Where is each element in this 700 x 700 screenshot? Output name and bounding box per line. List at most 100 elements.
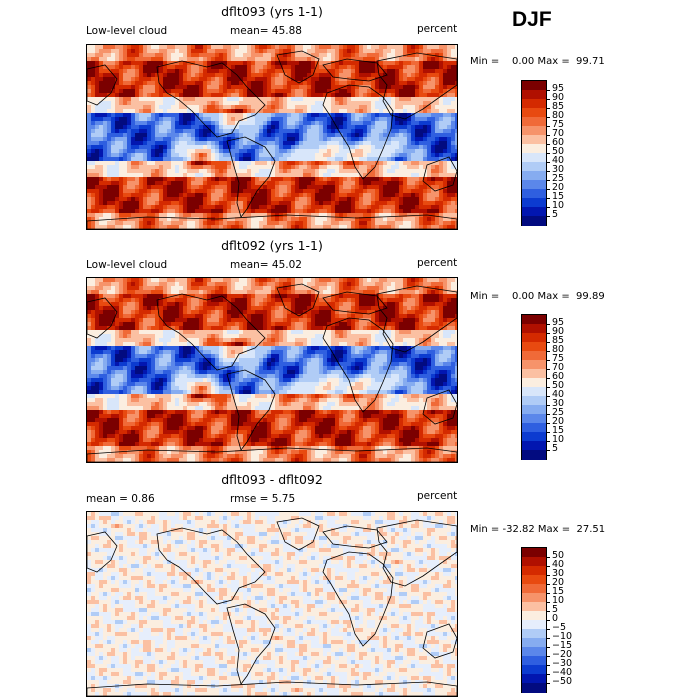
coastline bbox=[322, 58, 388, 82]
colorbar-tick bbox=[546, 180, 550, 181]
colorbar-swatch bbox=[522, 647, 546, 657]
coastline bbox=[422, 389, 457, 425]
colorbar-swatch bbox=[522, 198, 546, 208]
colorbar-swatch bbox=[522, 405, 546, 415]
colorbar-tick bbox=[546, 647, 550, 648]
colorbar-level-label: 40 bbox=[552, 389, 565, 400]
colorbar-swatch bbox=[522, 207, 546, 217]
colorbar-tick bbox=[546, 333, 550, 334]
colorbar-tick bbox=[546, 602, 550, 603]
coastline bbox=[322, 317, 394, 413]
colorbar-swatch bbox=[522, 162, 546, 172]
panel-3-map bbox=[86, 511, 458, 697]
coastline bbox=[376, 285, 457, 353]
colorbar-level-label: 30 bbox=[552, 568, 565, 579]
coastline bbox=[376, 519, 457, 587]
panel-1-units-label: percent bbox=[417, 23, 458, 35]
colorbar-tick bbox=[546, 198, 550, 199]
colorbar-tick bbox=[546, 144, 550, 145]
coastline bbox=[322, 291, 388, 315]
coastline bbox=[156, 293, 266, 371]
panel-2-minmax: Min = 0.00 Max = 99.89 bbox=[470, 291, 605, 302]
colorbar-level-label: 90 bbox=[552, 92, 565, 103]
colorbar-level-label: 40 bbox=[552, 559, 565, 570]
colorbar-tick bbox=[546, 171, 550, 172]
colorbar-tick bbox=[546, 432, 550, 433]
panel-3-mean-label: mean = 0.86 bbox=[86, 493, 155, 505]
colorbar-tick bbox=[546, 324, 550, 325]
coastline bbox=[276, 517, 320, 551]
coastline bbox=[322, 551, 394, 647]
colorbar-level-label: 0 bbox=[552, 613, 559, 624]
colorbar-swatch bbox=[522, 126, 546, 136]
coastline bbox=[226, 136, 276, 218]
colorbar-level-label: 85 bbox=[552, 101, 565, 112]
colorbar-level-label: 70 bbox=[552, 362, 565, 373]
colorbar-tick bbox=[546, 378, 550, 379]
colorbar-tick bbox=[546, 99, 550, 100]
colorbar-level-label: 50 bbox=[552, 550, 565, 561]
colorbar-swatch bbox=[522, 593, 546, 603]
panel-2-units-label: percent bbox=[417, 257, 458, 269]
colorbar-level-label: 30 bbox=[552, 398, 565, 409]
colorbar-level-label: 60 bbox=[552, 137, 565, 148]
panel-1-variable-label: Low-level cloud bbox=[86, 25, 168, 37]
colorbar-swatch bbox=[522, 441, 546, 451]
colorbar-tick bbox=[546, 351, 550, 352]
colorbar-swatch bbox=[522, 108, 546, 118]
colorbar-swatch bbox=[522, 99, 546, 109]
panel-2-map bbox=[86, 277, 458, 463]
colorbar-tick bbox=[546, 126, 550, 127]
colorbar-swatch bbox=[522, 656, 546, 666]
colorbar-swatch bbox=[522, 665, 546, 675]
colorbar-swatch bbox=[522, 135, 546, 145]
colorbar-tick bbox=[546, 396, 550, 397]
colorbar-level-label: 50 bbox=[552, 146, 565, 157]
colorbar-level-label: −40 bbox=[552, 667, 573, 678]
colorbar-level-label: 5 bbox=[552, 209, 559, 220]
colorbar-swatch bbox=[522, 566, 546, 576]
colorbar-tick bbox=[546, 108, 550, 109]
colorbar-swatch bbox=[522, 423, 546, 433]
colorbar-swatch bbox=[522, 81, 546, 91]
coastline bbox=[422, 623, 457, 659]
panel-1-colorbar bbox=[521, 80, 550, 226]
colorbar-swatch bbox=[522, 180, 546, 190]
colorbar-tick bbox=[546, 441, 550, 442]
colorbar-level-label: 20 bbox=[552, 182, 565, 193]
colorbar-swatch bbox=[522, 351, 546, 361]
colorbar-level-label: −30 bbox=[552, 658, 573, 669]
colorbar-tick bbox=[546, 135, 550, 136]
colorbar-tick bbox=[546, 674, 550, 675]
colorbar-level-label: 5 bbox=[552, 604, 559, 615]
panel-2-title: dflt092 (yrs 1-1) bbox=[221, 238, 323, 253]
colorbar-level-label: 80 bbox=[552, 110, 565, 121]
colorbar-tick bbox=[546, 117, 550, 118]
colorbar-level-label: 80 bbox=[552, 344, 565, 355]
colorbar-swatch bbox=[522, 324, 546, 334]
colorbar-swatch bbox=[522, 432, 546, 442]
colorbar-tick bbox=[546, 629, 550, 630]
panel-1-title: dflt093 (yrs 1-1) bbox=[221, 4, 323, 19]
colorbar-swatch bbox=[522, 171, 546, 181]
panel-1-map bbox=[86, 44, 458, 230]
colorbar-tick bbox=[546, 414, 550, 415]
colorbar-level-label: 20 bbox=[552, 416, 565, 427]
colorbar-swatch bbox=[522, 575, 546, 585]
colorbar-level-label: 75 bbox=[552, 353, 565, 364]
panel-3-title: dflt093 - dflt092 bbox=[221, 472, 323, 487]
colorbar-swatch bbox=[522, 333, 546, 343]
colorbar-level-label: 10 bbox=[552, 595, 565, 606]
colorbar-tick bbox=[546, 387, 550, 388]
colorbar-level-label: −10 bbox=[552, 631, 573, 642]
colorbar-swatch bbox=[522, 620, 546, 630]
panel-2-mean-label: mean= 45.02 bbox=[230, 259, 302, 271]
colorbar-swatch bbox=[522, 557, 546, 567]
colorbar-tick bbox=[546, 216, 550, 217]
coastline bbox=[156, 60, 266, 138]
colorbar-swatch bbox=[522, 315, 546, 325]
colorbar-level-label: 85 bbox=[552, 335, 565, 346]
colorbar-tick bbox=[546, 575, 550, 576]
colorbar-tick bbox=[546, 450, 550, 451]
coastline bbox=[87, 297, 118, 339]
